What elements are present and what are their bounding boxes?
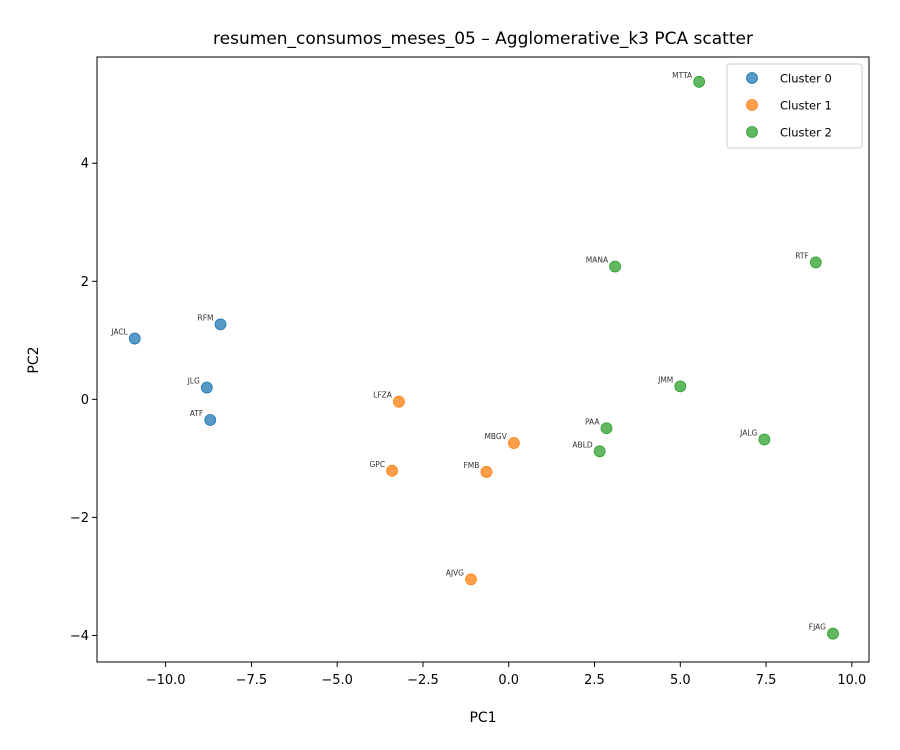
data-point	[758, 433, 771, 446]
data-point	[809, 256, 822, 269]
legend-label: Cluster 0	[780, 72, 832, 86]
chart-title: resumen_consumos_meses_05 – Agglomerativ…	[213, 29, 753, 49]
x-tick-label: −5.0	[321, 673, 353, 688]
data-point	[386, 464, 398, 477]
y-axis-label: PC2	[26, 346, 42, 373]
point-label: MBGV	[484, 432, 507, 441]
point-label: PAA	[585, 417, 600, 426]
data-point	[593, 445, 606, 458]
x-tick-label: −7.5	[236, 673, 268, 688]
x-tick-label: 5.0	[670, 673, 691, 688]
data-point	[609, 260, 621, 273]
point-label: RFM	[198, 313, 214, 322]
plot-area	[96, 56, 870, 663]
point-label: AJVG	[446, 568, 464, 577]
legend-marker	[746, 72, 758, 84]
point-label: GPC	[369, 460, 385, 469]
x-tick-label: −10.0	[146, 673, 186, 688]
x-tick-label: 2.5	[584, 673, 605, 688]
data-point	[600, 422, 613, 435]
point-label: ABLD	[572, 440, 592, 449]
x-tick-label: −2.5	[407, 673, 439, 688]
data-point	[214, 318, 227, 331]
point-label: JMM	[657, 375, 673, 384]
data-point	[507, 437, 520, 449]
data-point	[200, 381, 213, 394]
x-tick-label: 10.0	[837, 673, 866, 688]
data-point	[480, 466, 493, 478]
point-label: MANA	[586, 256, 609, 265]
data-point	[674, 380, 687, 393]
legend-marker	[746, 99, 758, 111]
point-label: FMB	[463, 461, 479, 470]
data-point	[693, 75, 706, 88]
point-label: RTF	[795, 251, 809, 260]
data-point	[465, 573, 477, 586]
point-label: LFZA	[373, 391, 393, 400]
legend: Cluster 0 Cluster 1 Cluster 2	[726, 63, 863, 149]
data-point	[827, 627, 839, 640]
x-axis-label: PC1	[469, 710, 496, 726]
point-label: ATF	[190, 409, 203, 418]
y-tick-label: 0	[81, 393, 89, 408]
point-label: FJAG	[809, 623, 826, 632]
data-point	[204, 414, 217, 426]
y-tick-label: 4	[81, 157, 89, 172]
y-axis: −4 −2 0 2 4	[70, 157, 97, 644]
y-tick-label: −2	[70, 511, 89, 526]
point-label: JLG	[187, 377, 200, 386]
point-label: JALG	[739, 428, 757, 437]
point-label: MTTA	[672, 71, 693, 80]
data-points: JACL RFM JLG ATF LFZA MBGV GPC FMB AJVG MTTA MANA R…	[110, 71, 839, 640]
legend-box	[726, 63, 863, 149]
x-tick-label: 7.5	[756, 673, 777, 688]
y-tick-label: 2	[81, 275, 89, 290]
x-tick-label: 0.0	[498, 673, 519, 688]
data-point	[128, 332, 141, 345]
legend-marker	[746, 126, 758, 138]
legend-label: Cluster 2	[780, 126, 832, 140]
point-label: JACL	[110, 328, 128, 337]
legend-label: Cluster 1	[780, 99, 832, 113]
x-axis: −10.0 −7.5 −5.0 −2.5 0.0 2.5 5.0 7.5 10.0	[146, 662, 866, 688]
y-tick-label: −4	[70, 629, 89, 644]
data-point	[393, 395, 405, 408]
